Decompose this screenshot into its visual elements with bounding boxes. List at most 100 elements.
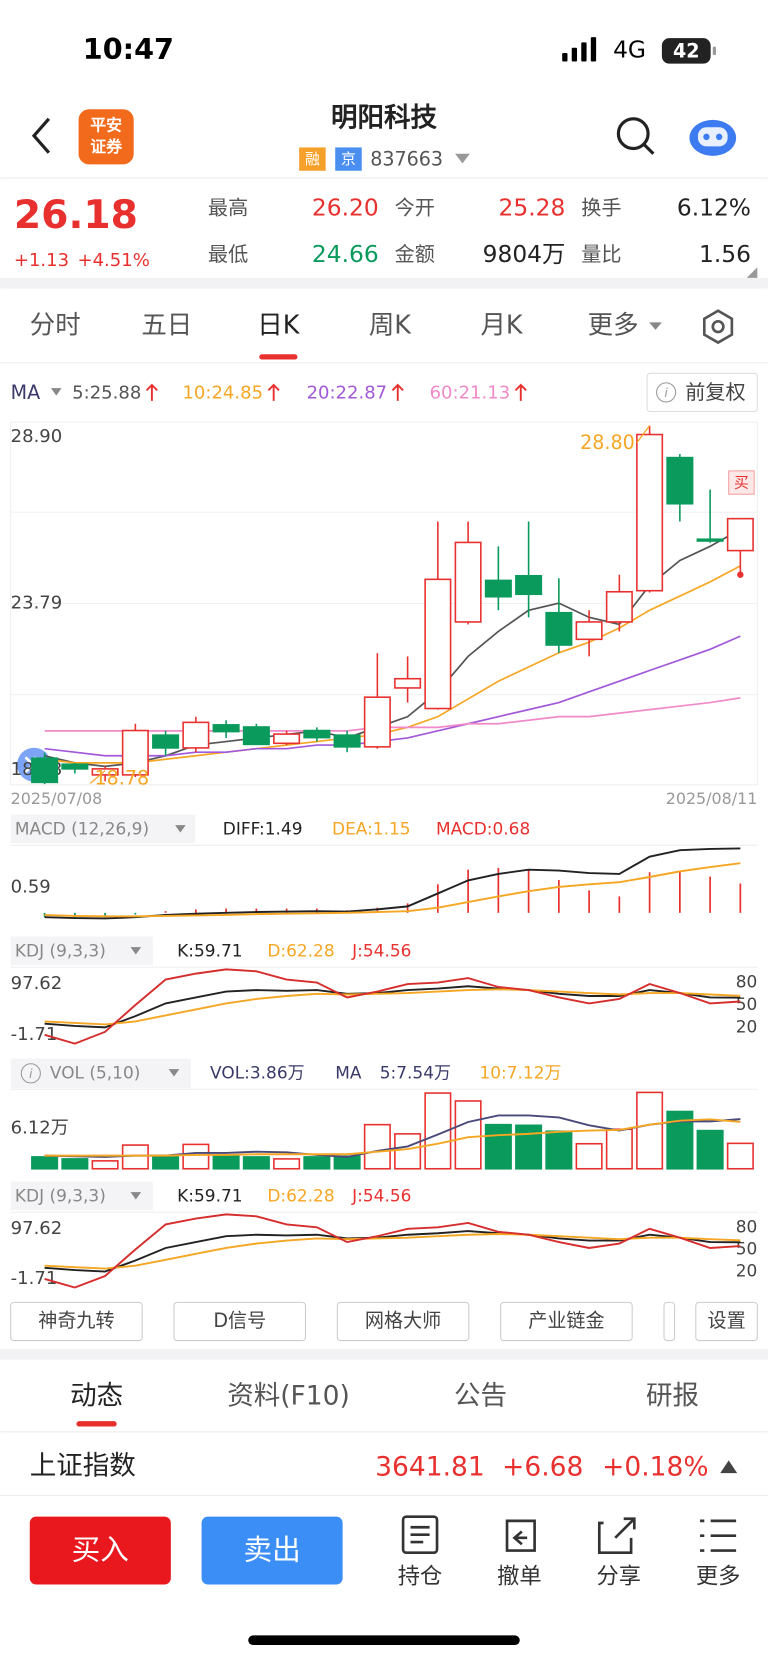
diff-line [44,847,741,920]
j-line [44,1213,741,1289]
index-change-pct: +0.18% [602,1451,708,1482]
volume-bar [31,1156,59,1170]
candle-body [484,579,512,598]
buy-button[interactable] [29,1516,171,1585]
chart-settings[interactable] [702,309,734,345]
back-button[interactable] [31,117,51,154]
volume-bar [363,1123,391,1170]
action-icons [401,1515,737,1555]
volume-bar [91,1160,119,1170]
candle-body [363,696,391,748]
tool-button[interactable] [173,1301,307,1342]
candle-body [575,621,603,641]
kdj-level: 80 [736,1216,758,1236]
candle-body [242,726,270,746]
buy-label: 买入 [72,1533,129,1567]
tag-label: 融 [305,151,320,168]
tag [335,147,362,171]
expand-arrow[interactable] [720,1460,738,1474]
news-tab[interactable]: 研报 [646,1380,699,1411]
news-tab[interactable]: 资料(F10) [227,1380,350,1411]
tab[interactable]: 五日 [141,311,192,341]
news-tab[interactable]: 动态 [70,1380,123,1411]
indicator-select[interactable] [10,1181,153,1211]
d-line [44,988,741,1026]
tool-label: D信号 [213,1309,266,1332]
signal-tag[interactable] [728,470,755,495]
macd-title: MACD (12,26,9) [15,818,149,838]
candle-body [726,517,754,552]
action-label[interactable]: 更多 [696,1564,741,1590]
y-tick-label: 28.90 [11,426,63,447]
volume-bar [242,1156,270,1170]
volume-bar [454,1100,482,1170]
signal-dot [737,571,744,578]
network: 4G [613,35,646,63]
vol-ma5-label: 5:7.54万 [380,1062,451,1082]
action-label[interactable]: 撤单 [497,1564,542,1590]
k-label: K:59.71 [177,940,242,960]
tool-button[interactable] [500,1301,633,1342]
ma-label: MA [11,381,41,404]
action-label[interactable]: 分享 [597,1564,642,1590]
d-line [44,1233,741,1270]
stat-label: 今开 [395,195,435,219]
sell-button[interactable] [201,1516,343,1585]
low-pointer [89,770,106,784]
adjust-button[interactable] [646,372,758,413]
stat-value: 9804万 [483,240,566,268]
indicator-select[interactable] [10,936,153,966]
candle-body [515,574,543,596]
kdj-title: KDJ (9,3,3) [15,1185,106,1205]
stat-value: 6.12% [677,193,751,221]
tab-indicator [259,354,298,360]
candle-body [303,729,331,739]
tab[interactable]: 更多 [588,311,639,341]
news-tab[interactable]: 公告 [454,1380,507,1411]
dropdown [130,947,142,955]
stat-value: 24.66 [312,240,379,268]
ma-value: 5:25.88 [72,382,141,403]
candle-body [152,734,180,749]
tool-label: 神奇九转 [38,1309,114,1332]
stat-label: 换手 [581,195,621,219]
assistant-icon[interactable] [689,119,737,156]
volume-bar [273,1158,301,1170]
candle-body [333,734,361,748]
y-tick-label: 23.79 [11,592,63,613]
tab[interactable]: 周K [369,311,412,341]
stat-label: 最高 [208,195,248,219]
info-glyph: i [664,385,668,400]
volume-bar [182,1143,210,1170]
search-button[interactable] [616,117,650,151]
tag [299,147,326,171]
battery-cap [712,46,716,56]
tool-button[interactable] [336,1301,470,1342]
tool-settings[interactable] [695,1301,758,1342]
high-label: 28.80 [580,431,635,454]
vol-label: VOL:3.86万 [210,1062,305,1082]
kdj-level: 50 [736,994,758,1014]
tab[interactable]: 日K [257,311,300,341]
volume-bar [61,1158,89,1170]
high-pointer [636,425,651,444]
tab[interactable]: 分时 [30,311,81,341]
vol-ma10-label: 10:7.12万 [479,1062,561,1082]
tool-button[interactable] [10,1301,143,1342]
kdj-level: 80 [736,972,758,992]
action-label[interactable]: 持仓 [398,1564,443,1590]
d-label: D:62.28 [267,940,334,960]
vol-ma10-line [44,1118,741,1157]
tab[interactable]: 月K [480,311,523,341]
info-icon [20,1063,41,1084]
candle-body [182,721,210,749]
diff-label: DIFF:1.49 [223,818,303,838]
stat-value: 26.20 [312,193,379,221]
tool-button-cut[interactable] [663,1301,676,1342]
indicator-select[interactable] [10,814,196,844]
code-dropdown[interactable] [455,153,470,164]
broker-logo [78,109,134,165]
j-label: J:54.56 [351,1185,411,1205]
ma-dropdown[interactable] [50,388,62,396]
